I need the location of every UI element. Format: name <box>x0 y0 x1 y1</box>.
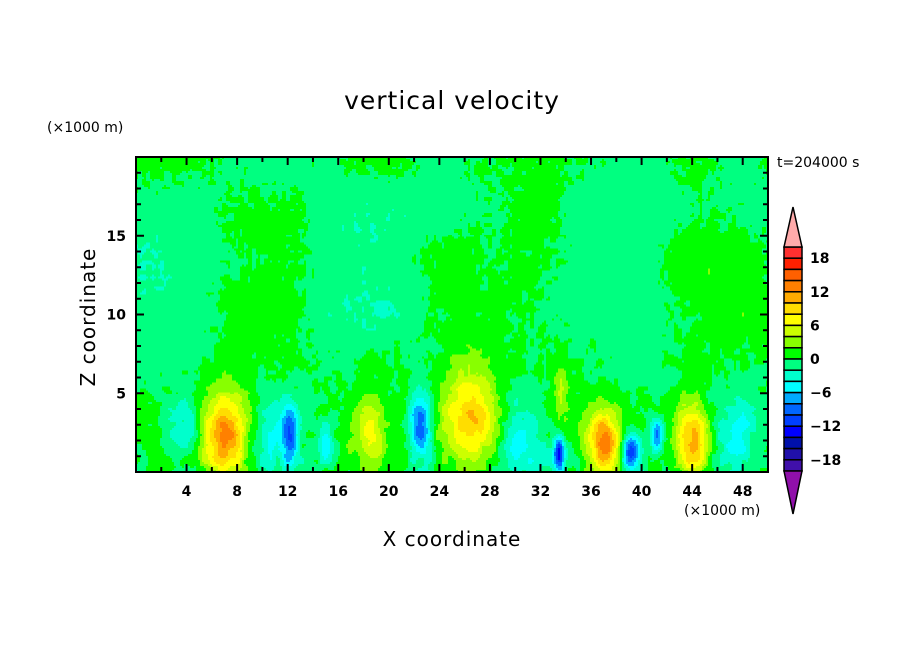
y-tick-label: 15 <box>107 229 126 245</box>
x-tick-label: 8 <box>232 484 242 500</box>
colorbar-box <box>783 347 803 360</box>
colorbar-over-triangle <box>783 206 803 248</box>
colorbar-tick-label: −18 <box>810 453 841 469</box>
colorbar-tick-label: 12 <box>810 285 829 301</box>
x-unit-label: (×1000 m) <box>684 503 761 519</box>
colorbar-box <box>783 414 803 427</box>
colorbar-box <box>783 391 803 405</box>
colorbar-box <box>783 313 803 327</box>
colorbar-tick-label: −12 <box>810 419 841 435</box>
colorbar-box <box>783 369 803 383</box>
chart-title: vertical velocity <box>344 86 560 115</box>
y-unit-label: (×1000 m) <box>47 120 124 136</box>
colorbar-box <box>783 268 803 282</box>
x-tick-label: 40 <box>632 484 652 500</box>
plot-frame <box>135 156 769 473</box>
x-tick-label: 24 <box>430 484 450 500</box>
x-tick-label: 28 <box>480 484 499 500</box>
time-label: t=204000 s <box>777 155 860 171</box>
x-tick-label: 32 <box>531 484 550 500</box>
colorbar-box <box>783 403 803 416</box>
y-tick-label: 5 <box>116 386 126 402</box>
colorbar-tick-label: −6 <box>810 386 831 402</box>
colorbar-tick-label: 6 <box>810 318 820 334</box>
x-tick-label: 16 <box>328 484 347 500</box>
colorbar-box <box>783 380 803 394</box>
x-tick-label: 20 <box>379 484 399 500</box>
colorbar-box <box>783 257 803 271</box>
colorbar-box <box>783 425 803 439</box>
colorbar-box <box>783 447 803 461</box>
x-axis-label: X coordinate <box>382 527 522 551</box>
contour-field <box>136 157 768 472</box>
colorbar-box <box>783 459 803 472</box>
colorbar-box <box>783 246 803 259</box>
colorbar-box <box>783 302 803 315</box>
x-tick-label: 48 <box>733 484 752 500</box>
colorbar-box <box>783 279 803 293</box>
x-tick-label: 12 <box>278 484 297 500</box>
x-tick-label: 36 <box>581 484 600 500</box>
colorbar-box <box>783 436 803 450</box>
colorbar-tick-label: 18 <box>810 251 829 267</box>
colorbar-box <box>783 335 803 349</box>
colorbar-box <box>783 358 803 371</box>
colorbar-tick-label: 0 <box>810 352 820 368</box>
colorbar-box <box>783 324 803 338</box>
colorbar-under-triangle <box>783 470 803 515</box>
x-tick-label: 44 <box>682 484 702 500</box>
x-tick-label: 4 <box>182 484 192 500</box>
colorbar-box <box>783 291 803 304</box>
y-tick-label: 10 <box>107 308 127 324</box>
